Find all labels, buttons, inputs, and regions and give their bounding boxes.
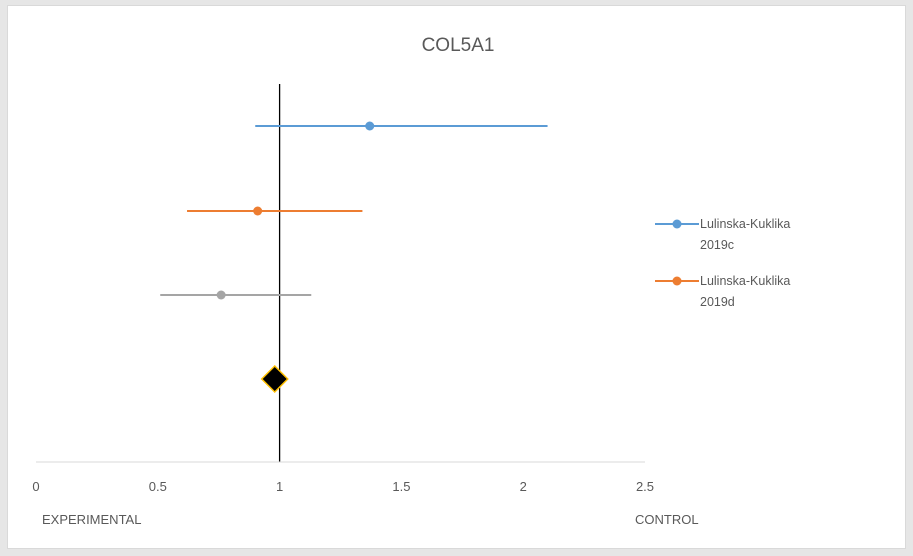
legend-marker [672,276,682,286]
plot-layer [160,84,548,462]
legend-label: Lulinska-Kuklika [700,274,790,288]
right-label-control: CONTROL [635,512,699,527]
legend-label: 2019c [700,238,734,252]
legend-label: 2019d [700,295,735,309]
chart-area: COL5A1 0 0.5 1 1.5 2 2.5 EXPERIMENTAL CONTROL… [7,5,906,549]
x-tick-label: 2 [520,479,527,494]
legend-marker [672,219,682,229]
chart-title: COL5A1 [422,35,495,56]
legend-label: Lulinska-Kuklika [700,217,790,231]
x-tick-label: 1 [276,479,283,494]
x-axis: 0 0.5 1 1.5 2 2.5 [32,461,654,494]
legend: Lulinska-Kuklika 2019c Lulinska-Kuklika 201… [655,217,790,309]
x-tick-label: 1.5 [392,479,410,494]
x-tick-label: 0.5 [149,479,167,494]
left-label-experimental: EXPERIMENTAL [42,512,141,527]
pooled-estimate-diamond [260,364,289,394]
x-tick-label: 0 [32,479,39,494]
point-estimate-marker [365,121,375,131]
point-estimate-marker [253,206,263,216]
point-estimate-marker [216,290,226,300]
x-tick-label: 2.5 [636,479,654,494]
forest-plot: COL5A1 0 0.5 1 1.5 2 2.5 EXPERIMENTAL CONTROL… [32,35,790,527]
